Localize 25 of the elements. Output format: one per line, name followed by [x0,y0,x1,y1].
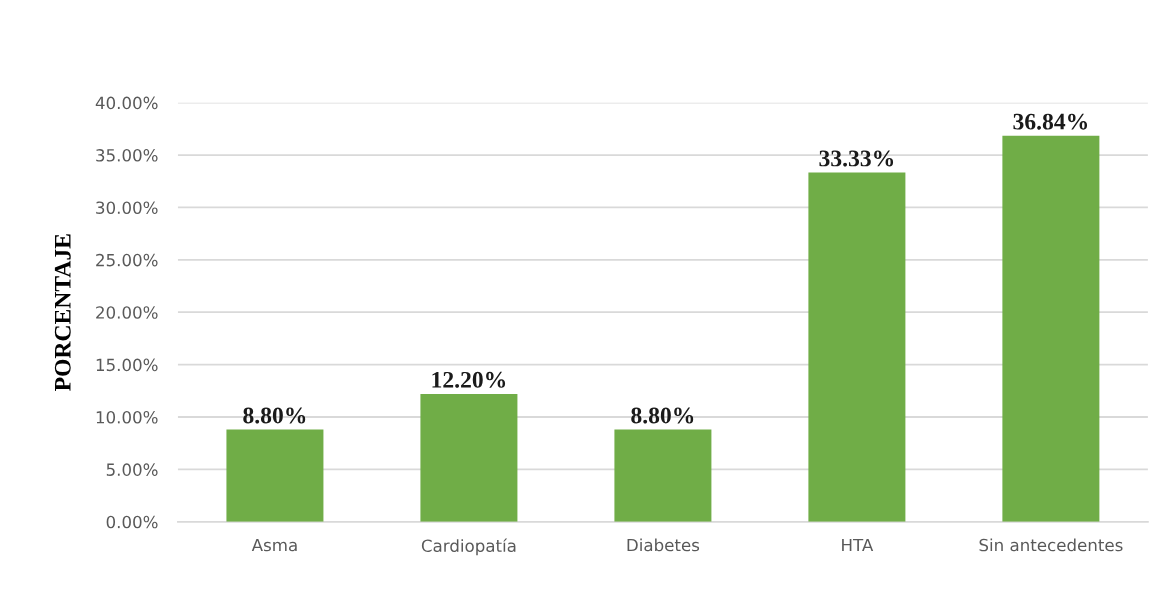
x-tick-label: Diabetes [627,538,700,552]
y-tick-label: 40.00% [95,96,158,110]
y-tick-label: 0.00% [106,515,158,529]
y-axis-title: PORCENTAJE [54,234,71,391]
data-label: 33.33% [819,150,894,167]
y-tick-label: 5.00% [106,463,158,476]
bar [226,429,324,522]
data-label: 12.20% [432,371,506,388]
x-tick-label: Sin antecedentes [979,538,1123,552]
x-tick-label: Cardiopatía [421,538,516,556]
y-tick-label: 10.00% [96,410,158,424]
y-tick-label: 20.00% [96,306,158,319]
bar [808,172,906,522]
y-tick-label: 30.00% [96,201,158,214]
data-label: 36.84% [1013,113,1088,130]
y-tick-label: 25.00% [96,253,158,267]
x-tick-label: HTA [842,538,874,552]
y-tick-label: 15.00% [96,358,158,372]
bar [420,393,518,522]
bar [614,429,712,522]
data-label: 8.80% [243,407,306,424]
y-tick-label: 35.00% [96,149,158,162]
data-label: 8.80% [631,407,694,424]
x-tick-label: Asma [251,538,297,552]
bar [1002,135,1100,522]
